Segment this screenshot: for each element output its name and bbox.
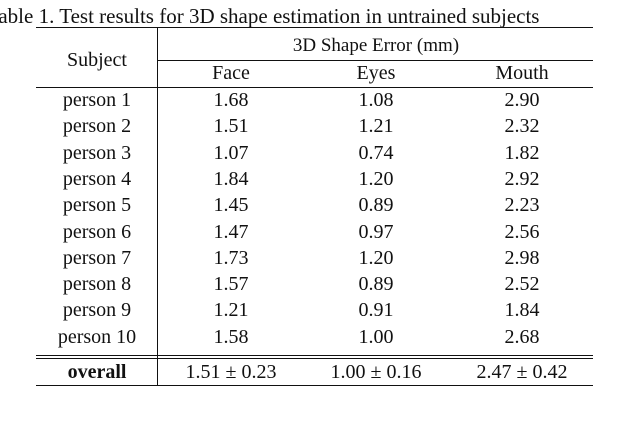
- group-header: 3D Shape Error (mm): [292, 35, 460, 56]
- row-cell: 2.98: [504, 246, 540, 269]
- row-cell: 2.92: [504, 167, 540, 190]
- row-cell: 0.89: [358, 194, 394, 217]
- row-cell: 1.51: [213, 115, 249, 138]
- row-subject: person 4: [62, 167, 132, 190]
- row-cell: 2.23: [504, 194, 540, 217]
- row-cell: 0.74: [358, 141, 394, 164]
- row-subject: person 7: [62, 246, 132, 269]
- overall-label: overall: [67, 361, 127, 383]
- row-cell: 1.47: [213, 220, 249, 243]
- overall-mouth: 2.47 ± 0.42: [476, 361, 568, 383]
- row-cell: 1.45: [213, 194, 249, 217]
- row-subject: person 9: [62, 299, 132, 322]
- row-subject: person 10: [57, 325, 137, 348]
- header-rule: [36, 87, 593, 88]
- col-header-mouth: Mouth: [495, 62, 549, 84]
- top-rule: [36, 27, 593, 28]
- row-cell: 1.84: [504, 299, 540, 322]
- row-subject: person 2: [62, 115, 132, 138]
- row-subject: person 3: [62, 141, 132, 164]
- row-cell: 2.90: [504, 89, 540, 111]
- column-divider: [157, 28, 158, 386]
- row-cell: 1.21: [358, 115, 394, 138]
- row-cell: 1.21: [213, 299, 249, 322]
- row-subject: person 8: [62, 273, 132, 296]
- row-cell: 0.89: [358, 273, 394, 296]
- row-subject: person 1: [62, 89, 132, 111]
- row-cell: 1.58: [213, 325, 249, 348]
- row-cell: 1.68: [213, 89, 249, 111]
- row-cell: 2.52: [504, 273, 540, 296]
- row-cell: 2.68: [504, 325, 540, 348]
- row-cell: 1.82: [504, 141, 540, 164]
- row-cell: 1.08: [358, 89, 394, 111]
- subject-header: Subject: [67, 49, 127, 71]
- row-cell: 1.57: [213, 273, 249, 296]
- col-header-eyes: Eyes: [356, 62, 396, 84]
- row-cell: 1.84: [213, 167, 249, 190]
- overall-face: 1.51 ± 0.23: [185, 361, 277, 383]
- table-caption: Table 1. Test results for 3D shape estim…: [0, 4, 540, 28]
- row-cell: 2.32: [504, 115, 540, 138]
- row-cell: 1.20: [358, 167, 394, 190]
- row-cell: 0.97: [358, 220, 394, 243]
- row-subject: person 6: [62, 220, 132, 243]
- group-underline: [158, 60, 593, 61]
- col-header-face: Face: [212, 62, 250, 84]
- row-cell: 1.73: [213, 246, 249, 269]
- double-rule-1: [36, 355, 593, 356]
- row-subject: person 5: [62, 194, 132, 217]
- row-cell: 1.07: [213, 141, 249, 164]
- row-cell: 1.20: [358, 246, 394, 269]
- bottom-rule: [36, 385, 593, 386]
- row-cell: 0.91: [358, 299, 394, 322]
- row-cell: 2.56: [504, 220, 540, 243]
- overall-eyes: 1.00 ± 0.16: [330, 361, 422, 383]
- row-cell: 1.00: [358, 325, 394, 348]
- double-rule-2: [36, 358, 593, 359]
